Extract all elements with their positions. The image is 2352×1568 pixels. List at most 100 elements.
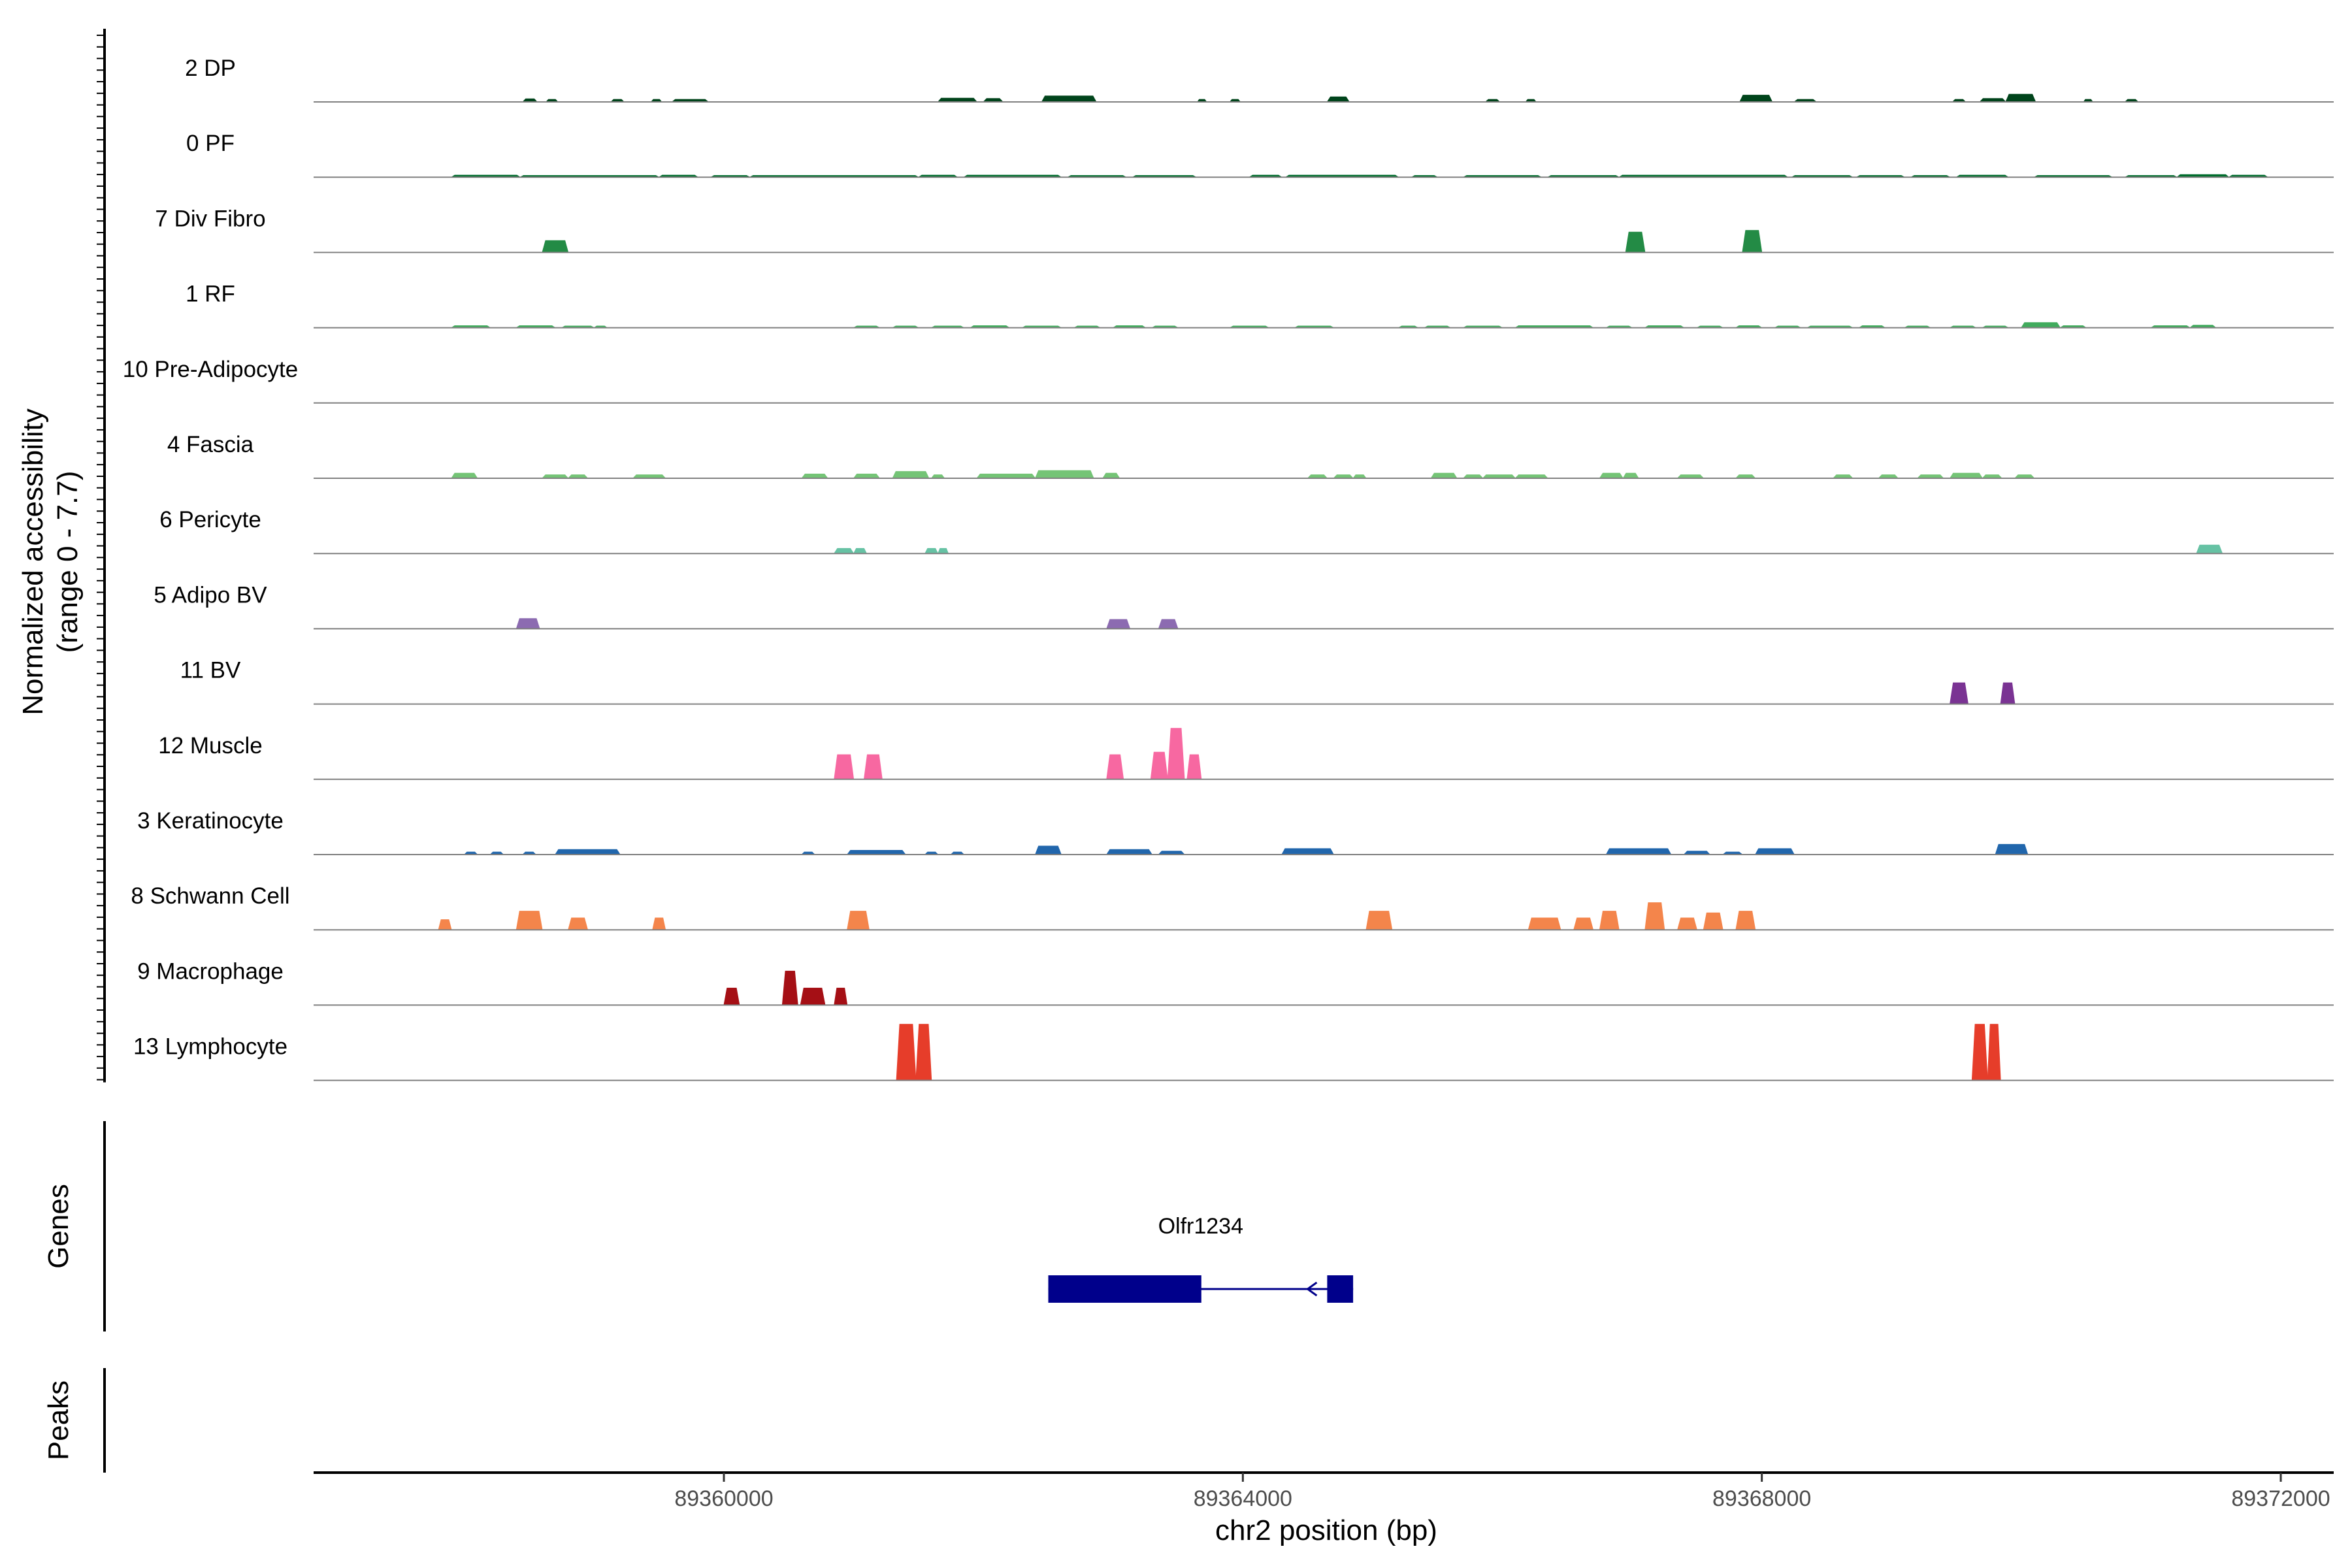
- coverage-peak: [834, 987, 848, 1005]
- coverage-peak: [1281, 848, 1335, 855]
- track-6-pericyte: 6 Pericyte: [159, 507, 2334, 555]
- coverage-peak: [2196, 544, 2223, 554]
- coverage-peak: [863, 754, 883, 780]
- coverage-peak: [937, 547, 949, 554]
- coverage-peak: [800, 987, 826, 1005]
- track-label: 3 Keratinocyte: [137, 808, 284, 834]
- genes-panel-title: Genes: [42, 1184, 74, 1269]
- track-label: 1 RF: [186, 282, 235, 307]
- coverage-peak: [652, 917, 666, 930]
- coverage-peak: [723, 987, 740, 1005]
- track-label: 9 Macrophage: [137, 958, 284, 984]
- coverage-peak: [853, 547, 868, 554]
- coverage-peak: [833, 547, 855, 554]
- coverage-peak: [1754, 848, 1795, 855]
- coverage-peak: [1599, 472, 1624, 479]
- coverage-peak: [515, 911, 543, 930]
- peaks-panel-title: Peaks: [42, 1380, 74, 1460]
- track-8-schwann-cell: 8 Schwann Cell: [131, 883, 2334, 931]
- coverage-peak: [1625, 231, 1646, 253]
- coverage-peak: [1527, 917, 1561, 930]
- coverage-peak: [568, 917, 589, 930]
- track-label: 12 Muscle: [158, 733, 263, 759]
- track-10-pre-adipocyte: 10 Pre-Adipocyte: [123, 357, 2334, 404]
- gene-name-label: Olfr1234: [1158, 1214, 1243, 1239]
- x-axis-tick-label: 89372000: [2231, 1486, 2330, 1511]
- peaks-track: Peaks: [42, 1368, 106, 1473]
- coverage-peak: [1106, 754, 1124, 780]
- x-axis-tick-label: 89364000: [1194, 1486, 1292, 1511]
- track-11-bv: 11 BV: [180, 658, 2334, 705]
- coverage-peak: [2000, 682, 2016, 705]
- coverage-peak: [896, 1024, 917, 1081]
- coverage-peak: [1034, 845, 1062, 855]
- coverage-peak: [915, 1024, 932, 1081]
- coverage-peak: [1105, 849, 1153, 855]
- coverage-peak: [1167, 728, 1185, 780]
- coverage-peak: [1703, 912, 1723, 930]
- coverage-peak: [1326, 96, 1350, 103]
- coverage-peak: [1430, 472, 1458, 479]
- coverage-peak: [1034, 470, 1094, 479]
- coverage-peak: [1735, 911, 1756, 930]
- coverage-peak: [1106, 619, 1131, 629]
- coverage-peak: [542, 240, 569, 253]
- coverage-peak: [1739, 95, 1773, 103]
- track-label: 4 Fascia: [167, 432, 254, 457]
- track-2-dp: 2 DP: [185, 56, 2334, 103]
- coverage-peak: [1987, 1024, 2001, 1081]
- coverage-tracks: 2 DP 0 PF 7 Div Fibro 1 RF 10 Pre-Adipocyte 4…: [123, 56, 2334, 1081]
- coverage-peak: [438, 919, 452, 930]
- coverage-peak: [1573, 917, 1594, 930]
- coverage-y-axis-title-line1: Normalized accessibility: [17, 408, 49, 715]
- coverage-peak: [2020, 322, 2061, 329]
- track-0-pf: 0 PF: [186, 131, 2334, 178]
- coverage-peak: [1676, 917, 1698, 930]
- track-label: 5 Adipo BV: [154, 582, 267, 608]
- track-label: 7 Div Fibro: [155, 206, 265, 231]
- coverage-peak: [1186, 754, 1202, 780]
- coverage-peak: [1971, 1024, 1988, 1081]
- coverage-peak: [781, 970, 798, 1005]
- coverage-peak: [924, 547, 939, 554]
- coverage-peak: [1742, 230, 1763, 253]
- track-9-macrophage: 9 Macrophage: [137, 958, 2334, 1006]
- gene-exon: [1327, 1275, 1354, 1303]
- coverage-peak: [847, 911, 870, 930]
- track-1-rf: 1 RF: [186, 282, 2334, 329]
- coverage-peak: [1622, 472, 1639, 479]
- gene-track: Genes Olfr1234: [42, 1121, 1354, 1331]
- coverage-peak: [2005, 93, 2036, 103]
- track-12-muscle: 12 Muscle: [158, 728, 2334, 780]
- track-3-keratinocyte: 3 Keratinocyte: [137, 808, 2334, 855]
- track-7-div-fibro: 7 Div Fibro: [155, 206, 2334, 253]
- track-label: 13 Lymphocyte: [133, 1034, 287, 1060]
- coverage-peak: [554, 849, 621, 855]
- coverage-peak: [1599, 911, 1620, 930]
- track-label: 8 Schwann Cell: [131, 883, 289, 909]
- track-label: 10 Pre-Adipocyte: [123, 357, 298, 382]
- coverage-peak: [1158, 619, 1179, 629]
- coverage-peak: [1365, 911, 1393, 930]
- x-axis-title: chr2 position (bp): [1215, 1514, 1437, 1546]
- track-label: 0 PF: [186, 131, 235, 156]
- x-axis: chr2 position (bp) 89360000 89364000 89368…: [314, 1471, 2334, 1546]
- coverage-peak: [1150, 751, 1168, 780]
- coverage-peak: [1102, 472, 1120, 479]
- coverage-peak: [892, 471, 930, 479]
- track-5-adipo-bv: 5 Adipo BV: [154, 582, 2334, 630]
- coverage-y-axis-title-line2: (range 0 - 7.7): [52, 471, 84, 653]
- track-label: 2 DP: [185, 56, 236, 81]
- track-label: 11 BV: [180, 658, 241, 683]
- gene-strand-arrow: [1305, 1281, 1318, 1297]
- coverage-peak: [1950, 682, 1968, 705]
- coverage-peak: [1644, 902, 1665, 930]
- gene-exon: [1048, 1275, 1201, 1303]
- x-axis-tick-label: 89360000: [674, 1486, 773, 1511]
- track-13-lymphocyte: 13 Lymphocyte: [133, 1024, 2334, 1081]
- coverage-y-axis: Normalized accessibility (range 0 - 7.7): [17, 29, 106, 1083]
- coverage-peak: [1995, 843, 2029, 855]
- gene-model: Olfr1234: [1048, 1214, 1354, 1303]
- track-label: 6 Pericyte: [159, 507, 261, 532]
